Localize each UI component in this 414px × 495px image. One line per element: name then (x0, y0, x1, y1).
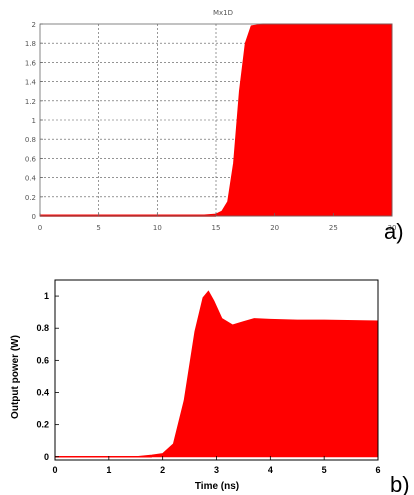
panel-a-y-tick-label-7: 1.4 (25, 79, 37, 87)
panel-b-y-tick-label-0: 0 (44, 452, 49, 462)
panel-a-y-tick-label-10: 2 (32, 21, 36, 29)
panel-b-x-axis-label: Time (ns) (195, 481, 239, 492)
panel-a-y-tick-label-5: 1 (32, 117, 36, 125)
panel-b-x-tick-label-5: 5 (322, 465, 327, 475)
panel-b-x-tick-label-1: 1 (106, 465, 111, 475)
panel-a-y-tick-label-6: 1.2 (25, 98, 36, 106)
panel-b-y-ticks: 0 0.2 0.4 0.6 0.8 1 (36, 291, 59, 462)
panel-a-y-tick-label-1: 0.2 (25, 194, 36, 202)
panel-a-y-tick-label-2: 0.4 (25, 175, 37, 183)
panel-a-y-ticks: 0 0.2 0.4 0.6 0.8 1 1.2 1.4 1.6 1.8 2 (25, 21, 43, 221)
panel-b-y-tick-label-3: 0.6 (36, 355, 49, 365)
panel-a-y-tick-label-9: 1.8 (25, 40, 36, 48)
panel-b-series-0 (55, 290, 379, 458)
panel-a-tag: a) (384, 219, 404, 244)
panel-a-x-tick-label-6: 30 (388, 224, 397, 232)
panel-a-x-ticks: 0 5 10 15 20 25 30 (38, 213, 397, 232)
panel-b-y-axis-label: Output power (W) (10, 335, 21, 419)
panel-b-x-tick-label-2: 2 (160, 465, 165, 475)
panel-a-title: Mx1D (213, 9, 233, 17)
panel-a-x-tick-label-2: 10 (153, 224, 162, 232)
panel-a-y-tick-label-4: 0.8 (25, 136, 36, 144)
panel-b-tag: b) (390, 472, 410, 495)
panel-a-x-tick-label-0: 0 (38, 224, 42, 232)
panel-b-x-ticks: 0 1 2 3 4 5 6 (52, 456, 381, 475)
panel-a-y-tick-label-3: 0.6 (25, 155, 37, 163)
panel-b-x-tick-label-4: 4 (268, 465, 273, 475)
panel-b-y-tick-label-5: 1 (44, 291, 49, 301)
panel-b-y-tick-label-4: 0.8 (36, 323, 49, 333)
panel-b-x-tick-label-6: 6 (375, 465, 380, 475)
panel-a-y-tick-label-8: 1.6 (25, 59, 37, 67)
panel-b-x-tick-label-0: 0 (52, 465, 57, 475)
panel-b-chart: 0 1 2 3 4 5 6 0 0.2 0.4 0.6 0.8 1 Time (ns) Output … (10, 279, 381, 492)
panel-a-y-tick-label-0: 0 (32, 213, 36, 221)
panel-a-x-tick-label-1: 5 (96, 224, 100, 232)
panel-b-x-tick-label-3: 3 (214, 465, 219, 475)
panel-b-y-tick-label-1: 0.2 (36, 420, 49, 430)
panel-a-x-tick-label-4: 20 (270, 224, 279, 232)
panel-a-chart: Mx1D 0 5 10 15 20 25 30 0 0.2 0.4 0.6 0.8 1 1.2 1.4 1.… (25, 9, 397, 232)
panel-a-x-tick-label-3: 15 (212, 224, 221, 232)
panel-b-y-tick-label-2: 0.4 (36, 388, 49, 398)
panel-a-x-tick-label-5: 25 (329, 224, 338, 232)
panel-b-plot-area (55, 290, 379, 458)
